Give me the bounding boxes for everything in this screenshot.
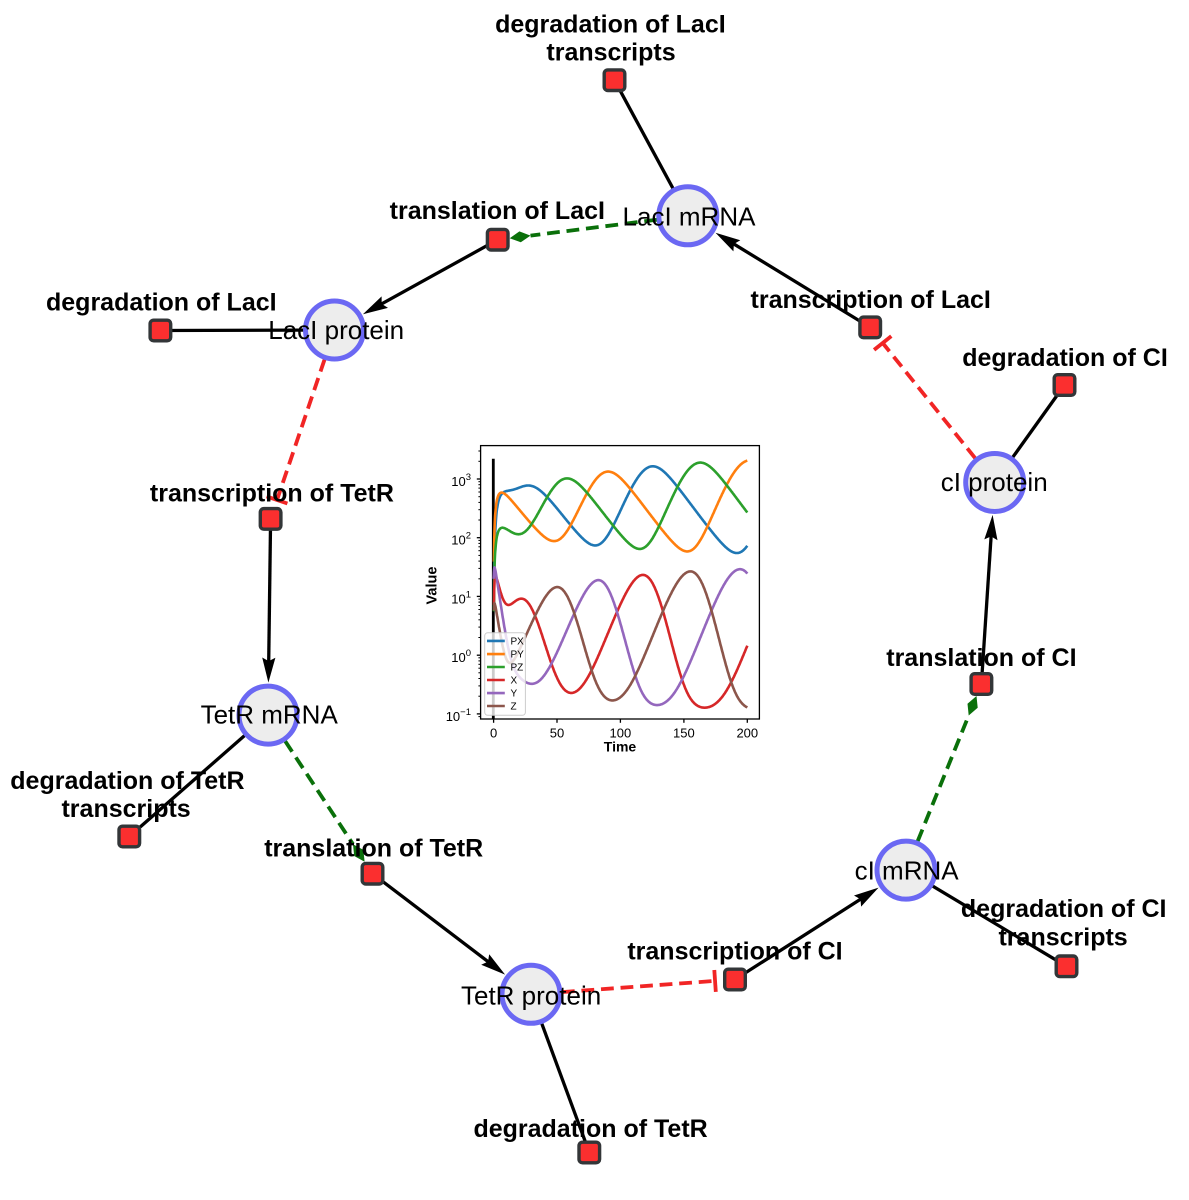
svg-text:cI mRNA: cI mRNA bbox=[855, 856, 960, 886]
svg-text:0: 0 bbox=[490, 725, 497, 740]
svg-text:degradation of CI: degradation of CI bbox=[961, 895, 1167, 923]
svg-text:200: 200 bbox=[736, 725, 758, 740]
svg-text:X: X bbox=[511, 676, 518, 687]
svg-text:degradation of TetR: degradation of TetR bbox=[10, 767, 244, 795]
svg-text:transcripts: transcripts bbox=[998, 923, 1127, 951]
svg-text:transcription of CI: transcription of CI bbox=[627, 937, 842, 965]
svg-text:PY: PY bbox=[511, 650, 525, 661]
svg-text:transcripts: transcripts bbox=[546, 38, 675, 66]
svg-text:degradation of CI: degradation of CI bbox=[962, 344, 1168, 372]
svg-text:transcription of LacI: transcription of LacI bbox=[751, 286, 991, 314]
svg-text:LacI protein: LacI protein bbox=[268, 315, 404, 345]
svg-text:TetR mRNA: TetR mRNA bbox=[201, 699, 339, 729]
svg-text:PX: PX bbox=[511, 637, 525, 648]
svg-text:degradation of LacI: degradation of LacI bbox=[495, 10, 726, 38]
svg-text:100: 100 bbox=[610, 725, 632, 740]
svg-text:PZ: PZ bbox=[511, 663, 524, 674]
svg-text:degradation of TetR: degradation of TetR bbox=[473, 1115, 707, 1143]
svg-text:Y: Y bbox=[511, 689, 518, 700]
svg-text:transcription of TetR: transcription of TetR bbox=[150, 480, 394, 508]
svg-text:translation of LacI: translation of LacI bbox=[390, 197, 605, 225]
svg-text:cI protein: cI protein bbox=[941, 467, 1048, 497]
svg-text:Time: Time bbox=[604, 739, 637, 755]
svg-text:TetR protein: TetR protein bbox=[461, 980, 601, 1010]
svg-text:translation of CI: translation of CI bbox=[886, 644, 1076, 672]
svg-text:translation of TetR: translation of TetR bbox=[264, 835, 483, 863]
svg-text:degradation of LacI: degradation of LacI bbox=[46, 288, 277, 316]
svg-text:Value: Value bbox=[425, 567, 441, 605]
svg-text:transcripts: transcripts bbox=[61, 795, 190, 823]
svg-text:Z: Z bbox=[511, 702, 517, 713]
svg-text:LacI mRNA: LacI mRNA bbox=[623, 202, 757, 232]
svg-text:50: 50 bbox=[550, 725, 564, 740]
svg-text:150: 150 bbox=[673, 725, 695, 740]
